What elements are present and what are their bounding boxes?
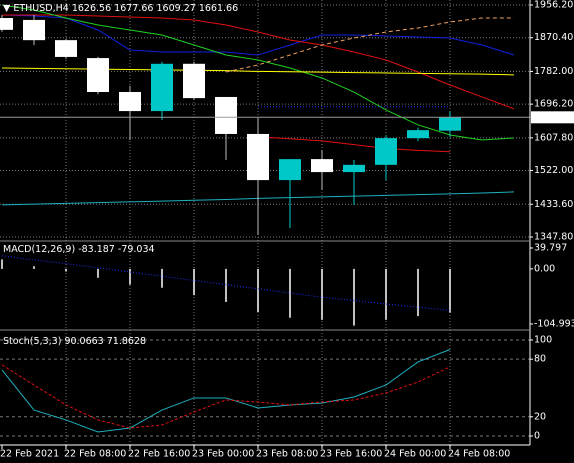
macd-bar [97, 268, 99, 278]
x-tick-label: 24 Feb 08:00 [448, 449, 510, 460]
candle-body [55, 40, 77, 57]
y-tick-label: -104.993 [534, 319, 574, 330]
close-value: 1661.66 [199, 3, 238, 14]
candle-body [23, 19, 45, 41]
x-tick-label: 22 Feb 08:00 [64, 449, 126, 460]
open-value: 1626.56 [72, 3, 111, 14]
macd-bar [1, 259, 3, 269]
macd-bar [33, 266, 35, 269]
chart-title: ▼ ETHUSD,H4 1626.56 1677.66 1609.27 1661… [3, 3, 238, 14]
candle-body [311, 159, 333, 173]
y-tick-label: 1696.20 [534, 99, 573, 110]
stoch-main-value: 90.0663 [64, 336, 103, 347]
candle-body [215, 96, 237, 134]
candle-body [119, 92, 141, 112]
macd-bar [385, 268, 387, 320]
x-tick-label: 23 Feb 08:00 [256, 449, 318, 460]
macd-bar [289, 268, 291, 318]
indicator-line [257, 136, 451, 153]
macd-bar [161, 268, 163, 288]
macd-bar [193, 268, 195, 296]
y-tick-label: 100 [534, 334, 552, 345]
y-tick-label: 0 [534, 430, 540, 441]
macd-signal-value: -79.034 [118, 244, 155, 255]
macd-bar [353, 268, 355, 326]
candle-body [151, 63, 173, 112]
indicator-line [225, 17, 514, 73]
y-tick-label: 39.797 [534, 242, 567, 253]
macd-hist-value: -83.187 [78, 244, 115, 255]
candle-body [183, 63, 205, 99]
symbol: ETHUSD,H4 [13, 3, 68, 14]
indicator-line [1, 349, 451, 433]
indicator-line [1, 255, 451, 311]
candle-body [87, 58, 109, 93]
x-tick-label: 24 Feb 00:00 [384, 449, 446, 460]
stoch-signal-value: 71.8628 [107, 336, 146, 347]
candle-body [343, 164, 365, 173]
indicator-line [1, 364, 451, 429]
indicator-line [2, 14, 515, 110]
stoch-name: Stoch(5,3,3) [3, 336, 61, 347]
y-tick-label: 1956.20 [534, 0, 573, 10]
x-tick-label: 23 Feb 00:00 [192, 449, 254, 460]
candle-body [279, 159, 301, 181]
macd-bar [417, 268, 419, 317]
macd-bar [321, 268, 323, 320]
last-price-box [531, 111, 574, 124]
macd-title: MACD(12,26,9) -83.187 -79.034 [3, 244, 155, 255]
candle-body [439, 117, 461, 131]
indicator-line [1, 4, 515, 141]
macd-bar [449, 268, 451, 313]
stoch-title: Stoch(5,3,3) 90.0663 71.8628 [3, 336, 146, 347]
candle-body [247, 133, 269, 181]
y-tick-label: 1433.60 [534, 199, 573, 210]
candle-body [375, 138, 397, 165]
last-price-label: 1661.66 [534, 112, 573, 123]
candle-body [0, 18, 13, 30]
x-tick-label: 22 Feb 2021 [0, 449, 59, 460]
y-tick-label: 80 [534, 354, 546, 365]
y-tick-label: 1870.40 [534, 32, 573, 43]
y-tick-label: 1782.00 [534, 66, 573, 77]
y-tick-label: 1522.00 [534, 165, 573, 176]
indicator-line [1, 14, 515, 56]
y-tick-label: 20 [534, 411, 546, 422]
x-tick-label: 22 Feb 16:00 [128, 449, 190, 460]
low-value: 1609.27 [157, 3, 196, 14]
high-value: 1677.66 [114, 3, 153, 14]
y-tick-label: 0.00 [534, 263, 555, 274]
macd-bar [225, 268, 227, 302]
x-tick-label: 23 Feb 16:00 [320, 449, 382, 460]
macd-bar [65, 268, 67, 272]
candle-body [407, 130, 429, 139]
macd-bar [257, 268, 259, 312]
y-tick-label: 1347.80 [534, 231, 573, 242]
macd-bar [129, 268, 131, 285]
y-tick-label: 1607.80 [534, 132, 573, 143]
macd-name: MACD(12,26,9) [3, 244, 75, 255]
title-icon: ▼ [3, 3, 11, 14]
